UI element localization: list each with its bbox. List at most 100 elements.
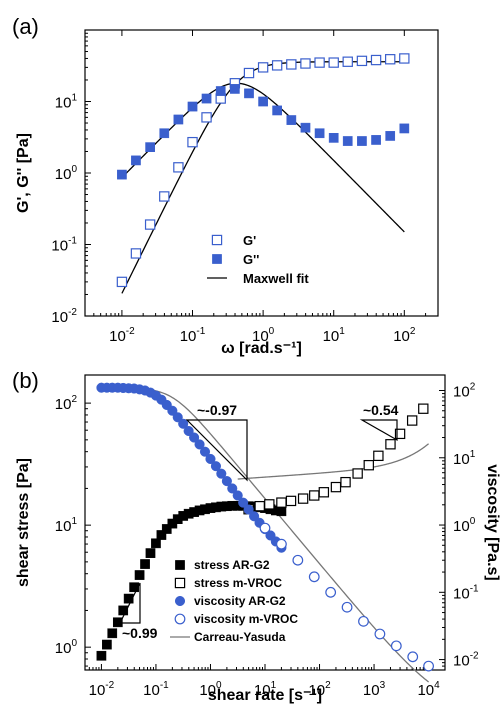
slope-annotation: ~-0.97 (197, 402, 237, 418)
gdoubleprime-point (314, 128, 325, 139)
stress-ar-g2-point (134, 570, 145, 580)
stress-m-vroc-point (254, 500, 265, 512)
legend-entry: G'' (243, 252, 259, 267)
legend-entry: stress m-VROC (194, 576, 282, 590)
stress-ar-g2-point (151, 538, 161, 549)
viscosity-m-vroc-point (325, 586, 337, 598)
gdoubleprime-point (371, 135, 381, 145)
gprime-point (130, 248, 142, 259)
panel-a: (a) 10-2 10-1 100 101 102 10-2 10-1 100 101 ω [rad… (12, 14, 439, 357)
slope-annotation: ~0.99 (122, 625, 158, 641)
stress-m-vroc-point (394, 428, 406, 440)
y-right-tick-label: 102 (453, 382, 476, 401)
viscosity-m-vroc-point (292, 554, 304, 566)
gprime-point (201, 112, 212, 123)
stress-ar-g2-point (156, 530, 167, 540)
viscosity-ar-g2-point (189, 432, 200, 443)
viscosity-m-vroc-point (423, 660, 434, 672)
viscosity-m-vroc-point (276, 538, 287, 550)
stress-ar-g2-point (96, 650, 107, 661)
viscosity-ar-g2-point (183, 425, 194, 437)
y-axis-label-left: shear stress [Pa] (15, 458, 32, 587)
slope-triangle-viscosity (185, 419, 248, 482)
slope-triangle-high-rate-stress (359, 419, 398, 442)
viscosity-m-vroc-point (358, 615, 369, 627)
legend-marker-swatch (174, 613, 186, 625)
viscosity-ar-g2-point (167, 405, 178, 416)
legend-entry: viscosity AR-G2 (194, 594, 286, 608)
stress-ar-g2-point (118, 605, 129, 616)
gprime-point (144, 219, 156, 230)
y-left-tick-label: 101 (55, 516, 78, 535)
x-tick-label: 104 (417, 680, 440, 699)
maxwell-fit-gprime-line (121, 61, 405, 294)
gdoubleprime-point (258, 96, 268, 107)
stress-ar-g2-point (161, 524, 172, 534)
gprime-point (173, 162, 184, 173)
viscosity-ar-g2-point (249, 511, 260, 522)
x-tick-label: 101 (323, 326, 346, 345)
y-right-tick-label: 10-1 (453, 583, 479, 602)
viscosity-ar-g2-point (194, 439, 205, 450)
viscosity-ar-g2-point (216, 468, 227, 479)
legend-entry: Carreau-Yasuda (194, 630, 286, 644)
gdoubleprime-point (173, 114, 184, 125)
gdoubleprime-point (357, 136, 367, 146)
stress-m-vroc-point (340, 476, 351, 488)
gdoubleprime-point (286, 115, 297, 125)
stress-m-vroc-point (264, 499, 275, 510)
x-tick-label: 103 (363, 680, 386, 699)
gprime-point (300, 58, 311, 69)
y-right-tick-label: 101 (453, 449, 476, 468)
stress-m-vroc-point (385, 439, 396, 450)
gdoubleprime-point (272, 105, 282, 116)
y-tick-label: 10-2 (51, 307, 77, 326)
x-tick-label: 102 (393, 326, 416, 345)
viscosity-ar-g2-point (232, 490, 243, 501)
stress-m-vroc-point (276, 497, 287, 508)
stress-m-vroc-point (330, 481, 342, 493)
gprime-point (356, 55, 368, 67)
legend-marker-swatch (211, 234, 223, 246)
viscosity-m-vroc-point (259, 522, 271, 534)
gdoubleprime-point (145, 142, 155, 152)
slope-triangle-low-rate-stress (119, 582, 141, 624)
viscosity-m-vroc-point (308, 571, 320, 583)
gdoubleprime-point (300, 122, 311, 133)
legend-entry: Maxwell fit (243, 271, 309, 286)
gdoubleprime-point (244, 88, 254, 99)
x-tick-label: 10-1 (180, 326, 206, 345)
gdoubleprime-point (187, 101, 198, 112)
legend-marker-swatch (174, 595, 186, 607)
stress-ar-g2-point (145, 548, 156, 558)
gprime-point (243, 67, 255, 79)
gprime-point (159, 191, 170, 202)
y-axis-label: G', G'' [Pa] (15, 133, 32, 213)
gdoubleprime-point (328, 133, 339, 143)
legend-entry: viscosity m-VROC (194, 612, 298, 626)
stress-m-vroc-point (406, 415, 418, 426)
gprime-point (116, 276, 128, 288)
y-axis-label-right: viscosity [Pa.s] (484, 464, 501, 581)
stress-m-vroc-point (309, 490, 320, 501)
gprime-point (257, 62, 269, 73)
viscosity-m-vroc-point (374, 628, 386, 640)
x-tick-label: 100 (199, 680, 222, 699)
gdoubleprime-point (117, 169, 127, 180)
legend-marker-swatch (175, 560, 185, 570)
gdoubleprime-point (131, 155, 141, 166)
viscosity-ar-g2-point (243, 504, 254, 515)
stress-m-vroc-point (352, 468, 363, 479)
x-tick-label: 10-2 (109, 326, 135, 345)
legend-entry: G' (243, 233, 256, 248)
y-left-tick-label: 102 (55, 394, 78, 413)
legend-marker-swatch (174, 577, 186, 589)
stress-m-vroc-point (363, 459, 374, 471)
gprime-point (314, 57, 325, 68)
stress-m-vroc-point (318, 487, 330, 498)
y-tick-label: 10-1 (51, 236, 77, 255)
gprime-point (399, 53, 410, 64)
x-tick-label: 10-2 (89, 680, 115, 699)
stress-ar-g2-point (107, 628, 118, 639)
